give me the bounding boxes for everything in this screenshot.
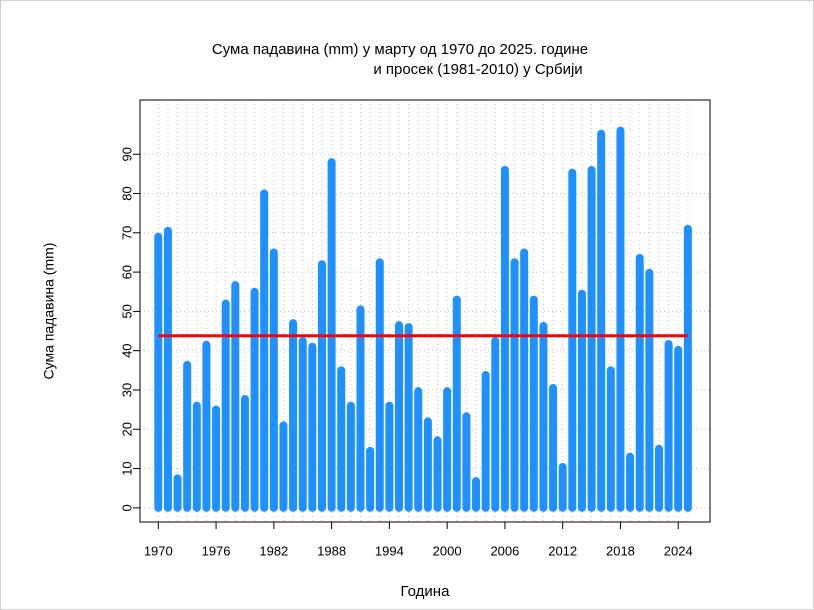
y-tick-label: 70 bbox=[119, 226, 134, 240]
y-tick-label: 0 bbox=[119, 504, 134, 511]
chart-subtitle: и просек (1981-2010) у Србији bbox=[373, 61, 582, 78]
x-tick-label: 2018 bbox=[606, 543, 635, 558]
x-tick-label: 1994 bbox=[375, 543, 404, 558]
x-tick-label: 2024 bbox=[664, 543, 693, 558]
y-tick-label: 40 bbox=[119, 343, 134, 357]
chart-title: Сума падавина (mm) у марту од 1970 до 20… bbox=[212, 41, 588, 58]
y-tick-label: 60 bbox=[119, 265, 134, 279]
y-tick-label: 50 bbox=[119, 304, 134, 318]
x-tick-label: 1970 bbox=[144, 543, 173, 558]
y-tick-label: 20 bbox=[119, 422, 134, 436]
x-tick-label: 1982 bbox=[259, 543, 288, 558]
x-axis-label: Година bbox=[401, 583, 451, 600]
plot-border bbox=[139, 99, 711, 523]
y-axis-label: Сума падавина (mm) bbox=[41, 243, 57, 380]
x-tick-label: 1988 bbox=[317, 543, 346, 558]
y-tick-label: 80 bbox=[119, 186, 134, 200]
x-tick-label: 1976 bbox=[202, 543, 231, 558]
y-tick-label: 30 bbox=[119, 383, 134, 397]
y-tick-label: 90 bbox=[119, 147, 134, 161]
x-tick-label: 2000 bbox=[433, 543, 462, 558]
x-tick-label: 2006 bbox=[490, 543, 519, 558]
y-tick-label: 10 bbox=[119, 461, 134, 475]
x-tick-label: 2012 bbox=[548, 543, 577, 558]
